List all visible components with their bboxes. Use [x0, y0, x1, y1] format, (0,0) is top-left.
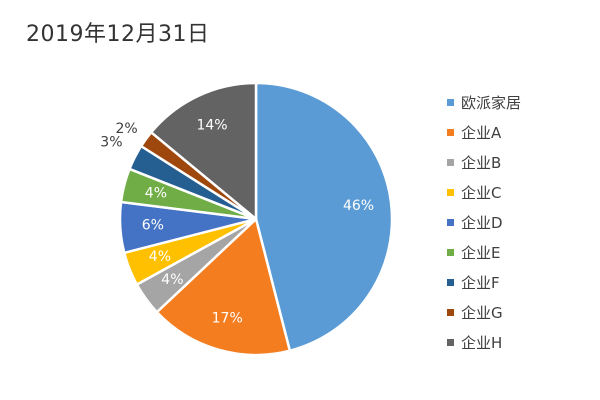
legend-item-6: 企业E	[447, 237, 521, 267]
slice-label-6: 4%	[145, 185, 167, 201]
legend-item-7: 企业F	[447, 267, 521, 297]
legend-swatch	[447, 278, 454, 286]
legend-label: 企业A	[461, 123, 502, 142]
legend-swatch	[447, 308, 454, 316]
legend-label: 欧派家居	[461, 93, 522, 112]
legend-label: 企业G	[461, 303, 503, 322]
legend-item-3: 企业B	[447, 147, 521, 177]
slice-label-2: 17%	[212, 310, 243, 326]
legend-swatch	[447, 218, 454, 226]
slice-label-5: 6%	[142, 218, 164, 234]
chart-title: 2019年12月31日	[26, 22, 210, 47]
legend-swatch	[447, 98, 454, 106]
slice-label-9: 14%	[196, 118, 227, 134]
pie-slice-9	[149, 81, 258, 221]
legend-item-9: 企业H	[447, 327, 521, 357]
legend-item-8: 企业G	[447, 297, 521, 327]
slice-label-8: 2%	[115, 121, 137, 137]
legend-swatch	[447, 158, 454, 166]
legend-label: 企业E	[461, 243, 501, 262]
slice-label-4: 4%	[149, 249, 171, 265]
slice-label-3: 4%	[161, 272, 183, 288]
legend-swatch	[447, 128, 454, 136]
slice-label-1: 46%	[343, 198, 374, 214]
legend-label: 企业D	[461, 213, 503, 232]
legend-item-1: 欧派家居	[447, 87, 521, 117]
legend-label: 企业B	[461, 153, 502, 172]
pie-slice-1	[254, 81, 394, 352]
pie-slice-2	[155, 217, 292, 357]
legend-label: 企业F	[461, 273, 500, 292]
legend: 欧派家居企业A 企业B 企业C 企业D 企业E 企业F 企业G 企业H	[447, 87, 521, 357]
legend-label: 企业H	[461, 333, 503, 352]
legend-item-4: 企业C	[447, 177, 521, 207]
legend-swatch	[447, 338, 454, 346]
legend-item-2: 企业A	[447, 117, 521, 147]
slice-label-7: 3%	[100, 134, 122, 150]
legend-label: 企业C	[461, 183, 502, 202]
legend-swatch	[447, 188, 454, 196]
legend-item-5: 企业D	[447, 207, 521, 237]
legend-swatch	[447, 248, 454, 256]
